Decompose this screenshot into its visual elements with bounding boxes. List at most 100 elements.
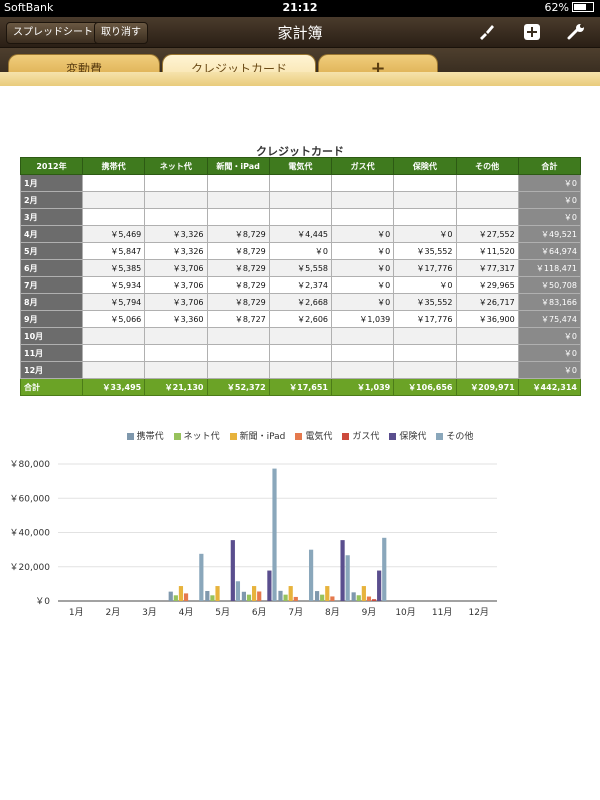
table-cell[interactable] <box>206 361 270 379</box>
table-cell[interactable] <box>144 327 208 345</box>
row-header[interactable]: 2月 <box>20 191 83 209</box>
table-cell[interactable] <box>330 208 395 226</box>
table-cell[interactable] <box>268 327 333 345</box>
row-header[interactable]: 1月 <box>20 174 83 192</box>
table-cell[interactable]: ￥26,717 <box>455 293 519 311</box>
table-cell[interactable] <box>206 208 270 226</box>
table-cell[interactable] <box>268 174 333 192</box>
table-cell[interactable] <box>268 344 333 362</box>
row-header[interactable]: 12月 <box>20 361 83 379</box>
table-cell[interactable]: ￥0 <box>268 242 333 260</box>
table-cell[interactable] <box>393 344 457 362</box>
add-icon[interactable] <box>522 23 542 41</box>
table-cell[interactable]: ￥0 <box>330 259 395 277</box>
table-cell[interactable]: ￥3,360 <box>144 310 208 328</box>
row-header[interactable]: 5月 <box>20 242 83 260</box>
table-cell[interactable]: ￥35,552 <box>393 242 457 260</box>
table-cell[interactable]: ￥2,668 <box>268 293 333 311</box>
table-cell[interactable]: ￥17,776 <box>393 310 457 328</box>
table-cell[interactable] <box>330 361 395 379</box>
row-header[interactable]: 9月 <box>20 310 83 328</box>
table-cell[interactable]: ￥5,469 <box>81 225 146 243</box>
table-cell[interactable] <box>206 174 270 192</box>
row-total-cell[interactable]: ￥0 <box>517 208 582 226</box>
row-total-cell[interactable]: ￥0 <box>517 327 582 345</box>
table-cell[interactable]: ￥4,445 <box>268 225 333 243</box>
column-total-cell[interactable]: ￥209,971 <box>455 378 519 396</box>
table-cell[interactable]: ￥8,729 <box>206 225 270 243</box>
table-cell[interactable]: ￥8,729 <box>206 259 270 277</box>
table-cell[interactable] <box>330 327 395 345</box>
table-cell[interactable]: ￥8,727 <box>206 310 270 328</box>
table-cell[interactable]: ￥36,900 <box>455 310 519 328</box>
table-cell[interactable]: ￥1,039 <box>330 310 395 328</box>
column-total-cell[interactable]: ￥52,372 <box>206 378 270 396</box>
table-cell[interactable] <box>206 327 270 345</box>
row-total-cell[interactable]: ￥0 <box>517 344 582 362</box>
table-cell[interactable]: ￥2,374 <box>268 276 333 294</box>
table-cell[interactable] <box>144 361 208 379</box>
total-label[interactable]: 合計 <box>20 378 83 396</box>
column-header[interactable]: 合計 <box>517 157 582 175</box>
column-header[interactable]: ネット代 <box>144 157 208 175</box>
column-total-cell[interactable]: ￥33,495 <box>81 378 146 396</box>
row-total-cell[interactable]: ￥75,474 <box>517 310 582 328</box>
table-cell[interactable] <box>206 344 270 362</box>
row-header[interactable]: 10月 <box>20 327 83 345</box>
table-cell[interactable]: ￥5,934 <box>81 276 146 294</box>
table-cell[interactable] <box>330 191 395 209</box>
table-cell[interactable]: ￥0 <box>393 225 457 243</box>
column-header[interactable]: その他 <box>455 157 519 175</box>
table-cell[interactable]: ￥0 <box>330 293 395 311</box>
table-cell[interactable]: ￥3,706 <box>144 259 208 277</box>
row-header[interactable]: 3月 <box>20 208 83 226</box>
column-header[interactable]: 2012年 <box>20 157 83 175</box>
table-cell[interactable] <box>393 208 457 226</box>
table-cell[interactable]: ￥0 <box>330 276 395 294</box>
column-total-cell[interactable]: ￥106,656 <box>393 378 457 396</box>
column-total-cell[interactable]: ￥1,039 <box>330 378 395 396</box>
table-cell[interactable] <box>144 191 208 209</box>
table-cell[interactable] <box>455 174 519 192</box>
row-header[interactable]: 8月 <box>20 293 83 311</box>
row-total-cell[interactable]: ￥50,708 <box>517 276 582 294</box>
table-cell[interactable]: ￥2,606 <box>268 310 333 328</box>
table-cell[interactable] <box>393 174 457 192</box>
table-cell[interactable] <box>455 361 519 379</box>
table-cell[interactable] <box>144 208 208 226</box>
brush-icon[interactable] <box>476 23 496 41</box>
table-cell[interactable]: ￥5,794 <box>81 293 146 311</box>
row-header[interactable]: 7月 <box>20 276 83 294</box>
table-cell[interactable] <box>455 208 519 226</box>
table-cell[interactable] <box>455 344 519 362</box>
table-cell[interactable]: ￥8,729 <box>206 293 270 311</box>
table-cell[interactable] <box>81 191 146 209</box>
table-cell[interactable] <box>81 327 146 345</box>
column-total-cell[interactable]: ￥21,130 <box>144 378 208 396</box>
column-header[interactable]: 電気代 <box>268 157 333 175</box>
row-header[interactable]: 4月 <box>20 225 83 243</box>
table-cell[interactable]: ￥5,847 <box>81 242 146 260</box>
table-cell[interactable]: ￥35,552 <box>393 293 457 311</box>
undo-button[interactable]: 取り消す <box>94 22 148 44</box>
row-total-cell[interactable]: ￥118,471 <box>517 259 582 277</box>
table-cell[interactable]: ￥8,729 <box>206 242 270 260</box>
table-cell[interactable] <box>144 174 208 192</box>
table-cell[interactable]: ￥3,326 <box>144 242 208 260</box>
table-cell[interactable] <box>81 361 146 379</box>
table-cell[interactable]: ￥5,066 <box>81 310 146 328</box>
table-cell[interactable]: ￥5,385 <box>81 259 146 277</box>
column-header[interactable]: ガス代 <box>330 157 395 175</box>
table-cell[interactable] <box>268 208 333 226</box>
table-cell[interactable] <box>144 344 208 362</box>
row-total-cell[interactable]: ￥0 <box>517 191 582 209</box>
table-cell[interactable] <box>330 344 395 362</box>
column-header[interactable]: 新聞・iPad <box>206 157 270 175</box>
grand-total-cell[interactable]: ￥442,314 <box>517 378 582 396</box>
table-cell[interactable] <box>455 191 519 209</box>
table-cell[interactable]: ￥17,776 <box>393 259 457 277</box>
table-cell[interactable] <box>455 327 519 345</box>
row-total-cell[interactable]: ￥83,166 <box>517 293 582 311</box>
table-cell[interactable]: ￥5,558 <box>268 259 333 277</box>
table-cell[interactable] <box>81 344 146 362</box>
